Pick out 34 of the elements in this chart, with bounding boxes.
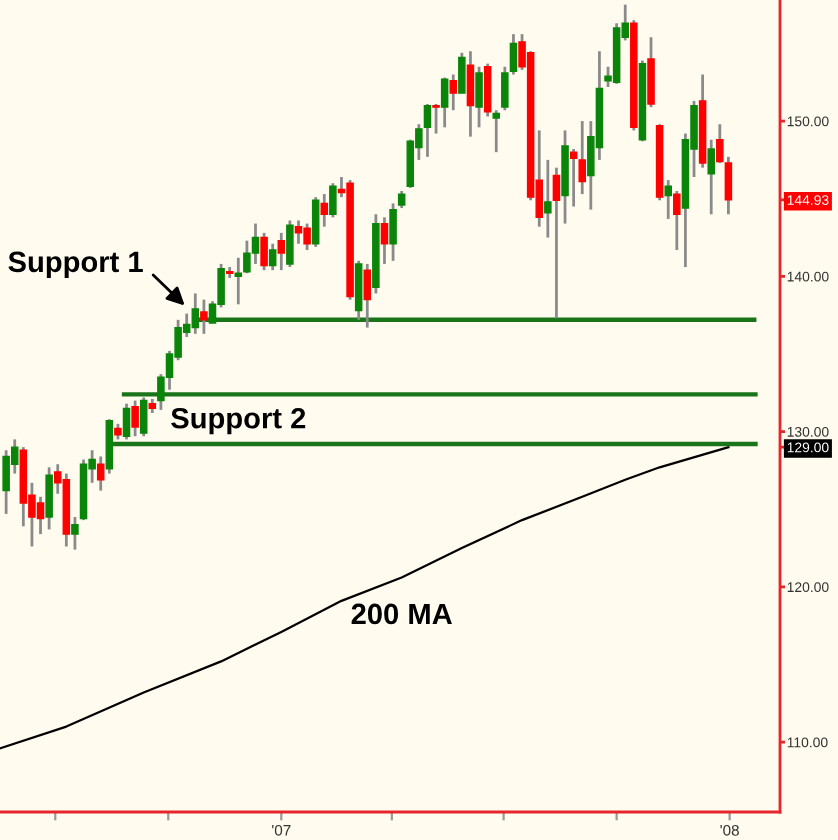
candlestick (320, 192, 329, 229)
candlestick (380, 215, 389, 266)
candlestick (466, 49, 475, 139)
candlestick (311, 195, 320, 249)
candlestick (569, 147, 578, 208)
candlestick (71, 515, 79, 551)
candlestick (131, 399, 139, 438)
candlestick (432, 102, 440, 135)
candlestick (277, 231, 286, 272)
candlestick (191, 292, 200, 336)
candlestick (268, 242, 277, 272)
candlestick (260, 231, 268, 272)
candlestick (423, 102, 432, 159)
candlestick (440, 76, 449, 129)
candlestick (122, 402, 131, 441)
annotation: Support 2 (171, 407, 306, 435)
candlestick (200, 298, 208, 336)
candlestick (303, 222, 311, 252)
line-series (0, 446, 730, 750)
annotation: Support 1 (8, 251, 143, 278)
candlestick (389, 202, 397, 263)
candlestick (449, 73, 458, 112)
candlestick (483, 62, 492, 118)
candlestick (36, 495, 45, 536)
candlestick (139, 396, 148, 438)
candlestick (354, 259, 363, 322)
candlestick (96, 455, 105, 493)
candlestick (286, 219, 294, 269)
candlestick (45, 465, 53, 531)
candlestick (251, 222, 260, 266)
annotation: 200 MA (351, 603, 452, 625)
candlestick (329, 181, 337, 219)
candlestick (294, 219, 303, 246)
candlestick (552, 166, 561, 320)
